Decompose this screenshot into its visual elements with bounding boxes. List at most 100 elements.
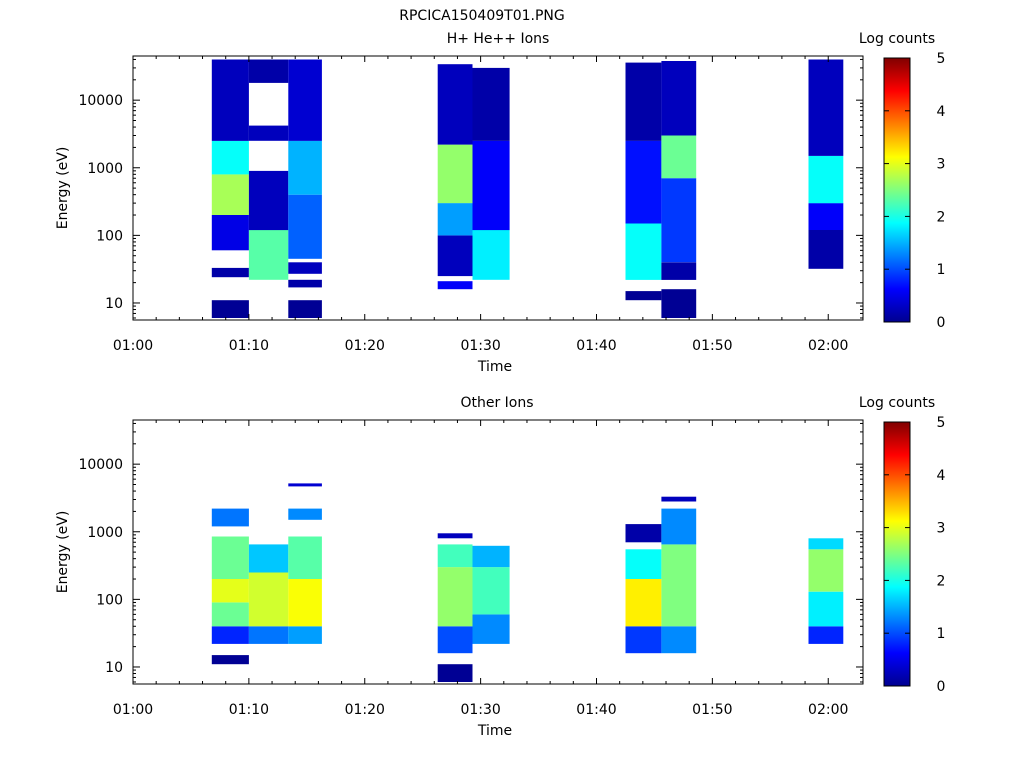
heatmap-cell-p1-c0-s0 bbox=[211, 655, 249, 665]
colorbar-label-h-he: Log counts bbox=[859, 31, 935, 47]
heatmap-cell-p0-c2-s3 bbox=[288, 194, 322, 259]
heatmap-cell-p1-c0-s5 bbox=[211, 508, 249, 527]
y-tick-label-p0-0: 10 bbox=[105, 296, 123, 312]
x-tick-label-p0-2: 01:20 bbox=[345, 338, 385, 354]
heatmap-cell-p0-c1-s3 bbox=[248, 59, 289, 83]
heatmap-cell-p0-c5-s2 bbox=[625, 140, 662, 224]
y-tick-label-p1-2: 1000 bbox=[87, 525, 123, 541]
heatmap-cell-p1-c2-s4 bbox=[288, 483, 322, 487]
heatmap-cell-p0-c1-s2 bbox=[248, 125, 289, 141]
x-tick-label-p1-0: 01:00 bbox=[113, 702, 153, 718]
colorbar-ticks-other: 0 1 2 3 4 5 bbox=[884, 415, 946, 695]
heatmap-cell-p1-c2-s1 bbox=[288, 579, 322, 627]
heatmap-cell-p1-c3-s0 bbox=[437, 664, 473, 682]
heatmap-cell-p0-c7-s3 bbox=[808, 59, 844, 156]
heatmap-cell-p1-c5-s1 bbox=[625, 579, 662, 627]
heatmap-cell-p1-c2-s0 bbox=[288, 626, 322, 644]
x-tick-label-p0-5: 01:50 bbox=[692, 338, 732, 354]
panel-other-ions: Other Ions 01:00 01:10 01:20 01:30 01:40 01:5… bbox=[55, 395, 946, 739]
colorbar-other bbox=[883, 421, 911, 687]
colorbar-tick-label-p1-2: 2 bbox=[937, 573, 946, 589]
heatmap-cell-p1-c3-s4 bbox=[437, 533, 473, 539]
y-tick-label-p1-1: 100 bbox=[96, 592, 123, 608]
y-tick-label-p0-1: 100 bbox=[96, 228, 123, 244]
heatmap-cell-p1-c6-s1 bbox=[661, 544, 697, 627]
heatmap-cell-p1-c3-s3 bbox=[437, 544, 473, 568]
panel-title-h-he: H+ He++ Ions bbox=[447, 31, 550, 47]
colorbar-tick-label-p1-1: 1 bbox=[937, 626, 946, 642]
heatmap-cell-p0-c3-s1 bbox=[437, 235, 473, 277]
y-tick-label-p1-0: 10 bbox=[105, 660, 123, 676]
heatmap-cell-p0-c5-s1 bbox=[625, 223, 662, 280]
colorbar-label-other: Log counts bbox=[859, 395, 935, 411]
heatmap-cell-p1-c7-s2 bbox=[808, 549, 844, 592]
heatmap-cell-p0-c2-s1 bbox=[288, 279, 322, 288]
heatmap-cell-p0-c7-s2 bbox=[808, 155, 844, 204]
heatmap-cell-p1-c1-s0 bbox=[248, 626, 289, 644]
x-tick-label-p1-4: 01:40 bbox=[576, 702, 616, 718]
heatmap-cell-p1-c0-s4 bbox=[211, 536, 249, 579]
heatmap-cell-p1-c5-s3 bbox=[625, 524, 662, 543]
y-tick-label-p0-3: 10000 bbox=[78, 93, 123, 109]
colorbar-tick-label-p0-1: 1 bbox=[937, 262, 946, 278]
heatmap-cell-p1-c2-s3 bbox=[288, 508, 322, 520]
heatmap-cell-p0-c6-s0 bbox=[661, 289, 697, 318]
colorbar-tick-label-p1-5: 5 bbox=[937, 415, 946, 431]
heatmap-cell-p0-c7-s1 bbox=[808, 203, 844, 230]
heatmap-cell-p1-c5-s0 bbox=[625, 626, 662, 654]
heatmap-cell-p1-c3-s2 bbox=[437, 567, 473, 627]
heatmap-cell-p0-c2-s2 bbox=[288, 262, 322, 274]
heatmap-cell-p1-c1-s2 bbox=[248, 544, 289, 573]
x-tick-label-p0-4: 01:40 bbox=[576, 338, 616, 354]
heatmap-cell-p0-c7-s0 bbox=[808, 230, 844, 269]
heatmap-cell-p1-c6-s3 bbox=[661, 496, 697, 502]
x-tick-label-p1-6: 02:00 bbox=[808, 702, 848, 718]
panel-title-other: Other Ions bbox=[460, 395, 533, 411]
colorbar-h-he bbox=[883, 57, 911, 323]
x-axis-label-h-he: Time bbox=[477, 359, 512, 375]
heatmap-cell-p0-c0-s0 bbox=[211, 300, 249, 318]
heatmap-cell-p0-c0-s5 bbox=[211, 59, 249, 141]
y-axis-label-h-he: Energy (eV) bbox=[55, 147, 71, 230]
heatmap-cell-p0-c3-s3 bbox=[437, 144, 473, 204]
colorbar-tick-label-p0-0: 0 bbox=[937, 315, 946, 331]
heatmap-cells-other bbox=[211, 483, 844, 682]
heatmap-cell-p0-c6-s1 bbox=[661, 262, 697, 280]
heatmap-cell-p0-c4-s1 bbox=[472, 140, 510, 231]
x-tick-label-p0-0: 01:00 bbox=[113, 338, 153, 354]
colorbar-tick-label-p0-2: 2 bbox=[937, 209, 946, 225]
heatmap-cell-p1-c1-s1 bbox=[248, 572, 289, 627]
heatmap-cell-p0-c0-s4 bbox=[211, 140, 249, 175]
colorbar-tick-label-p0-3: 3 bbox=[937, 157, 946, 173]
heatmap-cell-p1-c6-s2 bbox=[661, 508, 697, 545]
heatmap-cell-p0-c0-s3 bbox=[211, 174, 249, 215]
colorbar-tick-label-p1-3: 3 bbox=[937, 521, 946, 537]
colorbar-tick-label-p1-0: 0 bbox=[937, 679, 946, 695]
colorbar-tick-label-p0-5: 5 bbox=[937, 51, 946, 67]
heatmap-cell-p0-c5-s0 bbox=[625, 291, 662, 301]
heatmap-cell-p1-c4-s2 bbox=[472, 545, 510, 568]
y-tick-label-p0-2: 1000 bbox=[87, 161, 123, 177]
heatmap-cell-p0-c6-s2 bbox=[661, 178, 697, 263]
heatmap-cell-p1-c2-s2 bbox=[288, 536, 322, 579]
heatmap-cell-p1-c0-s1 bbox=[211, 626, 249, 644]
y-axis-label-other: Energy (eV) bbox=[55, 511, 71, 594]
heatmap-cell-p0-c3-s2 bbox=[437, 203, 473, 236]
heatmap-cell-p0-c0-s2 bbox=[211, 215, 249, 251]
x-axis-label-other: Time bbox=[477, 723, 512, 739]
heatmap-cell-p1-c4-s0 bbox=[472, 614, 510, 644]
y-tick-label-p1-3: 10000 bbox=[78, 457, 123, 473]
x-tick-label-p0-3: 01:30 bbox=[460, 338, 500, 354]
colorbar-tick-label-p1-4: 4 bbox=[937, 468, 946, 484]
figure-title: RPCICA150409T01.PNG bbox=[399, 8, 564, 24]
colorbar-tick-label-p0-4: 4 bbox=[937, 104, 946, 120]
heatmap-cell-p0-c2-s5 bbox=[288, 59, 322, 141]
heatmap-cell-p1-c5-s2 bbox=[625, 549, 662, 579]
heatmap-cell-p1-c0-s2 bbox=[211, 602, 249, 627]
heatmap-cell-p0-c5-s3 bbox=[625, 62, 662, 141]
x-tick-label-p0-1: 01:10 bbox=[229, 338, 269, 354]
x-tick-label-p1-5: 01:50 bbox=[692, 702, 732, 718]
heatmap-cell-p1-c7-s0 bbox=[808, 626, 844, 644]
x-tick-label-p0-6: 02:00 bbox=[808, 338, 848, 354]
